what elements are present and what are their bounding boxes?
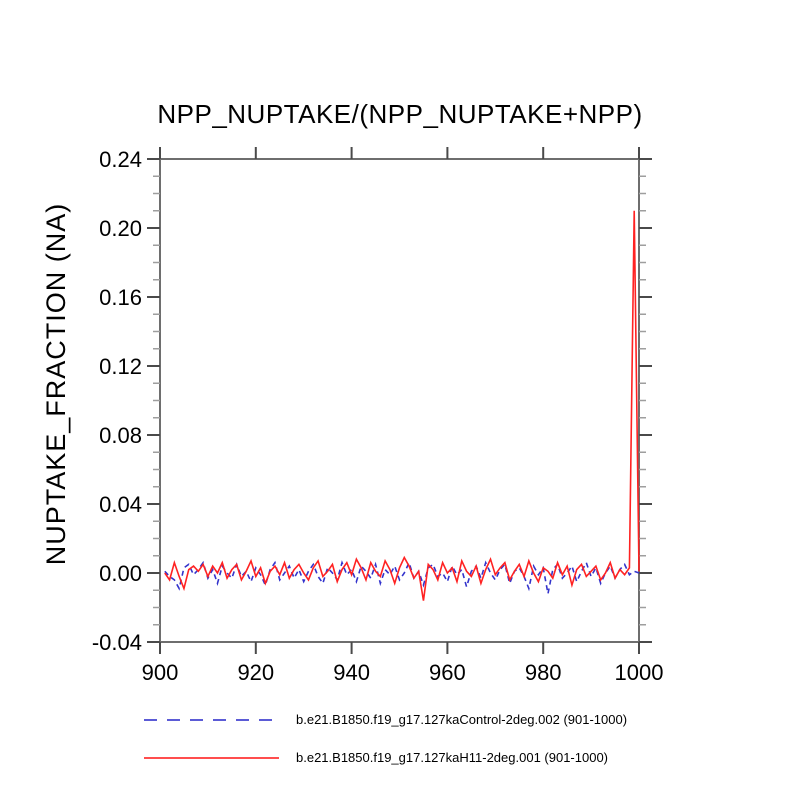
x-tick-label: 960 xyxy=(429,660,466,685)
x-tick-label: 920 xyxy=(237,660,274,685)
y-tick-label: 0.12 xyxy=(99,354,142,379)
y-tick-label: 0.16 xyxy=(99,285,142,310)
x-tick-label: 940 xyxy=(333,660,370,685)
legend-sample-h11 xyxy=(144,756,279,759)
series-line-control xyxy=(164,560,640,594)
y-tick-label: 0.04 xyxy=(99,492,142,517)
x-tick-label: 1000 xyxy=(615,660,664,685)
legend-entry-control: b.e21.B1850.f19_g17.127kaControl-2deg.00… xyxy=(143,712,627,727)
legend-sample-control xyxy=(144,718,279,721)
y-tick-label: 0.24 xyxy=(99,147,142,172)
legend-entry-h11: b.e21.B1850.f19_g17.127kaH11-2deg.001 (9… xyxy=(143,750,608,765)
series-line-h11 xyxy=(164,210,640,601)
x-tick-label: 980 xyxy=(525,660,562,685)
y-tick-label: 0.20 xyxy=(99,216,142,241)
y-tick-label: 0.08 xyxy=(99,423,142,448)
legend-label-h11: b.e21.B1850.f19_g17.127kaH11-2deg.001 (9… xyxy=(296,750,609,765)
chart-title: NPP_NUPTAKE/(NPP_NUPTAKE+NPP) xyxy=(157,99,643,129)
y-tick-label: -0.04 xyxy=(92,630,142,655)
x-tick-label: 900 xyxy=(142,660,179,685)
legend-label-control: b.e21.B1850.f19_g17.127kaControl-2deg.00… xyxy=(296,712,628,727)
y-tick-label: 0.00 xyxy=(99,561,142,586)
